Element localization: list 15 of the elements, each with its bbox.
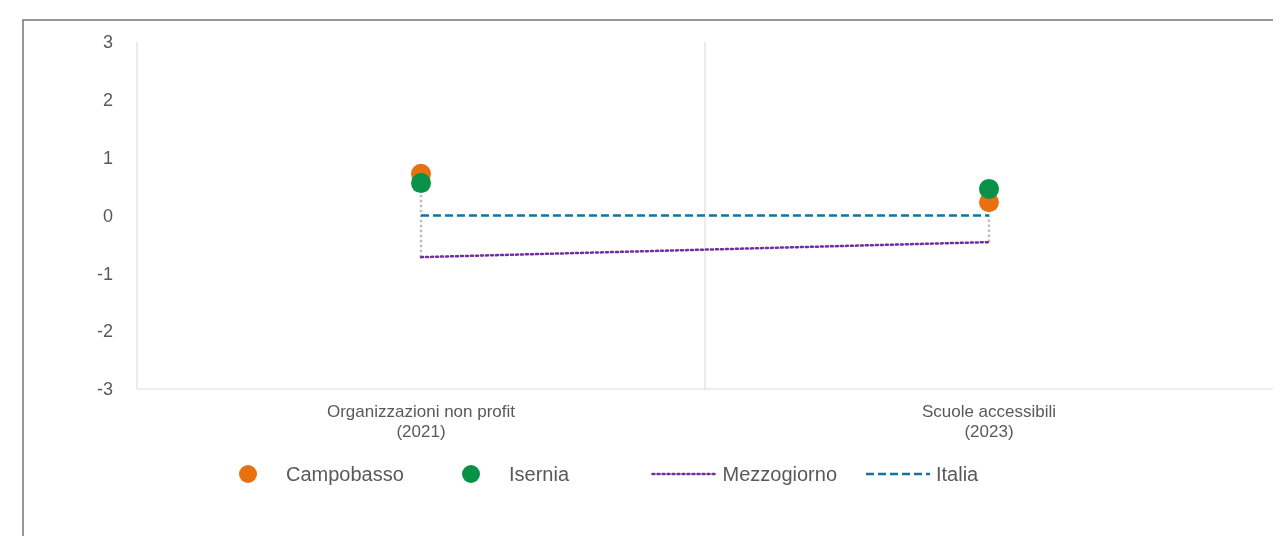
x-tick-label: Scuole accessibili (2023) [921,402,1057,442]
y-tick-label: -3 [96,379,113,400]
y-tick-label: 3 [102,32,113,53]
point [411,173,431,194]
legend-label: Isernia [509,463,570,485]
x-tick-label: Organizzazioni non profit (2021) [326,402,516,442]
y-tick-label: 1 [102,147,113,168]
legend-label: Campobasso [286,463,404,485]
y-tick-label: -2 [96,321,113,342]
y-tick-label: 0 [102,205,113,226]
point [979,178,999,199]
legend-label: Mezzogiorno [722,463,838,485]
y-tick-label: -1 [96,263,113,284]
legend-label: Italia [936,463,980,485]
y-tick-label: 2 [102,90,113,111]
